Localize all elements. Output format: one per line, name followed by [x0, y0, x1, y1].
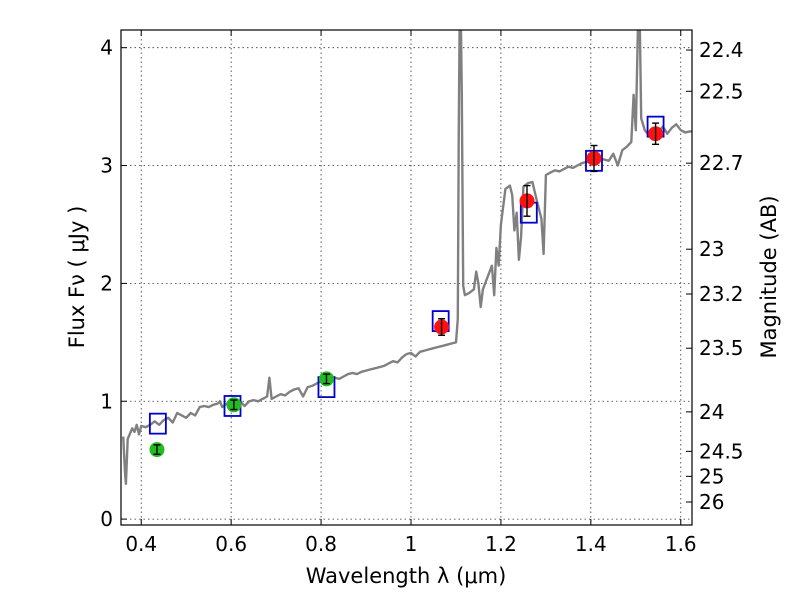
y-tick-label: 1	[100, 389, 113, 413]
right-tick-label: 23	[699, 237, 724, 261]
right-tick-label: 23.5	[699, 336, 744, 360]
x-tick-label: 0.4	[125, 532, 157, 556]
x-tick-label: 0.8	[305, 532, 337, 556]
plot-area	[121, 30, 692, 525]
right-tick-label: 23.2	[699, 282, 744, 306]
right-tick-label: 25	[699, 464, 724, 488]
right-tick-label: 24.5	[699, 439, 744, 463]
y-tick-label: 3	[100, 154, 113, 178]
x-tick-label: 1.6	[665, 532, 697, 556]
plot-frame	[120, 29, 693, 526]
x-tick-label: 0.6	[215, 532, 247, 556]
right-axis-label: Magnitude (AB)	[757, 195, 781, 358]
right-tick-label: 24	[699, 400, 724, 424]
x-tick-label: 1.2	[485, 532, 517, 556]
right-tick-label: 26	[699, 490, 724, 514]
x-tick-label: 1.4	[575, 532, 607, 556]
right-tick-label: 22.5	[699, 79, 744, 103]
axis-ticks	[121, 30, 692, 525]
y-tick-label: 0	[100, 507, 113, 531]
y-tick-label: 2	[100, 271, 113, 295]
model-photometry-square	[148, 412, 167, 435]
right-tick-label: 22.4	[699, 38, 744, 62]
right-tick-label: 22.7	[699, 151, 744, 175]
x-tick-label: 1	[405, 532, 418, 556]
x-axis-label: Wavelength λ (μm)	[306, 564, 507, 588]
y-axis-label: Flux Fν ( μJy )	[65, 206, 89, 349]
plot-content	[122, 30, 692, 485]
grid-lines	[121, 30, 692, 525]
y-tick-label: 4	[100, 36, 113, 60]
